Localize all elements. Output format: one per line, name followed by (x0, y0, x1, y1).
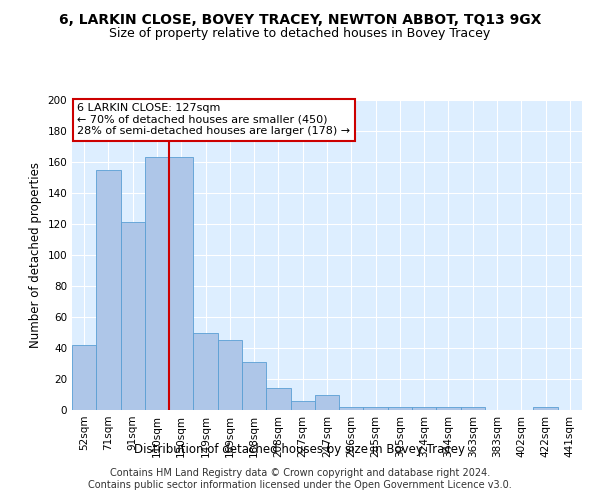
Bar (242, 362, 266, 410)
Text: Size of property relative to detached houses in Bovey Tracey: Size of property relative to detached ho… (109, 28, 491, 40)
Bar (193, 332, 218, 410)
Text: 6, LARKIN CLOSE, BOVEY TRACEY, NEWTON ABBOT, TQ13 9GX: 6, LARKIN CLOSE, BOVEY TRACEY, NEWTON AB… (59, 12, 541, 26)
Bar (96, 170, 121, 410)
Bar (72, 345, 96, 410)
Bar (533, 407, 558, 410)
Bar (169, 158, 193, 410)
Y-axis label: Number of detached properties: Number of detached properties (29, 162, 42, 348)
Bar (436, 407, 461, 410)
Bar (121, 222, 145, 410)
Bar (388, 407, 412, 410)
Bar (412, 407, 436, 410)
Bar (218, 340, 242, 410)
Text: Contains HM Land Registry data © Crown copyright and database right 2024.
Contai: Contains HM Land Registry data © Crown c… (88, 468, 512, 490)
Bar (315, 394, 339, 410)
Bar (461, 407, 485, 410)
Bar (364, 407, 388, 410)
Bar (266, 388, 290, 410)
Bar (290, 400, 315, 410)
Text: 6 LARKIN CLOSE: 127sqm
← 70% of detached houses are smaller (450)
28% of semi-de: 6 LARKIN CLOSE: 127sqm ← 70% of detached… (77, 103, 350, 136)
Bar (145, 158, 169, 410)
Text: Distribution of detached houses by size in Bovey Tracey: Distribution of detached houses by size … (134, 442, 466, 456)
Bar (339, 407, 364, 410)
